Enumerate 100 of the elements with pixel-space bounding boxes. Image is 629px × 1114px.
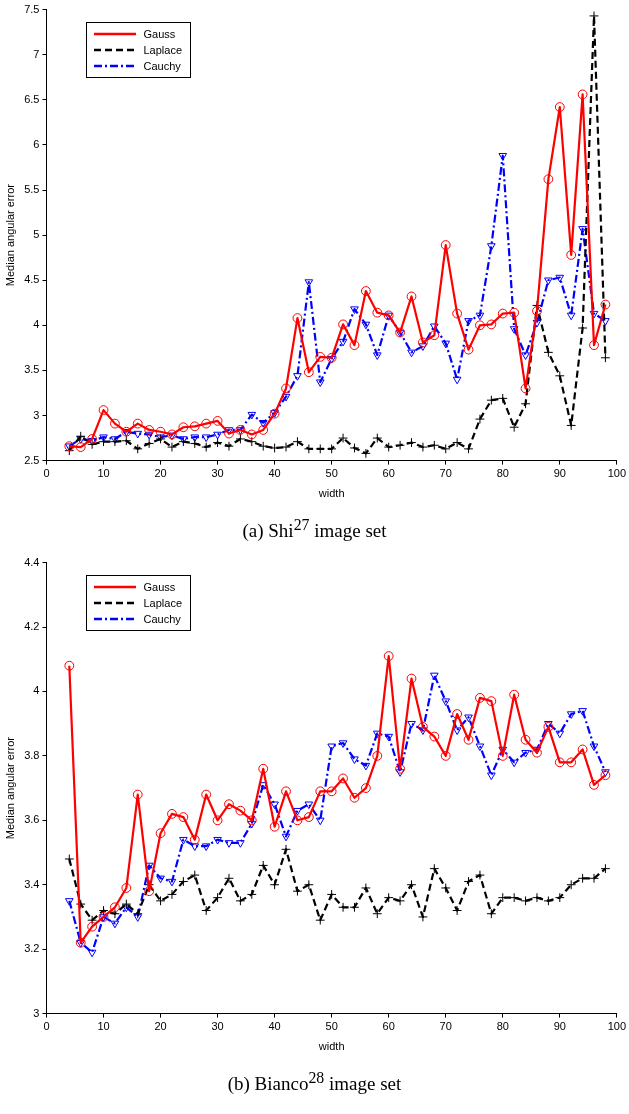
point <box>555 274 565 283</box>
point <box>509 759 519 768</box>
point <box>235 895 246 906</box>
point <box>589 340 599 351</box>
point <box>543 174 554 185</box>
point <box>577 323 588 333</box>
x-axis-title: width <box>317 487 345 500</box>
point <box>418 727 428 736</box>
point <box>98 405 109 415</box>
point <box>212 815 223 826</box>
x-tick-label: 50 <box>325 1020 338 1033</box>
legend-label: Cauchy <box>143 59 181 72</box>
point <box>281 844 291 855</box>
point <box>440 883 451 893</box>
point <box>429 440 440 451</box>
point <box>110 908 120 919</box>
point <box>258 782 268 790</box>
x-tick-label: 90 <box>553 1020 566 1033</box>
point <box>349 902 360 913</box>
x-tick-label: 0 <box>43 1020 50 1033</box>
point <box>167 808 177 819</box>
y-tick-label: 7 <box>33 47 40 60</box>
legend-label: Laplace <box>143 43 183 56</box>
point <box>304 801 314 810</box>
point <box>554 757 565 768</box>
point <box>189 870 200 880</box>
point <box>349 792 360 803</box>
point <box>350 756 359 765</box>
point <box>418 721 428 732</box>
point <box>201 442 212 452</box>
point <box>372 307 383 318</box>
point <box>486 395 497 406</box>
point <box>532 305 542 316</box>
point <box>566 879 577 890</box>
point <box>269 821 280 832</box>
point <box>212 437 223 448</box>
x-tick-label: 10 <box>97 1020 110 1033</box>
point <box>155 828 166 839</box>
point <box>303 367 314 378</box>
point <box>87 915 98 926</box>
point <box>509 892 520 903</box>
point <box>236 840 245 848</box>
y-tick-label: 2.5 <box>24 453 40 466</box>
point <box>338 433 348 443</box>
point <box>360 286 371 296</box>
x-tick-label: 20 <box>154 1020 167 1033</box>
y-tick-label: 6.5 <box>24 92 40 105</box>
point <box>463 344 474 355</box>
point <box>429 330 440 341</box>
point <box>87 439 98 450</box>
point <box>372 750 383 761</box>
point <box>133 430 143 439</box>
point <box>292 436 303 447</box>
point <box>577 89 588 100</box>
point <box>406 673 417 684</box>
text: (a) Shi$^{27}$ image set <box>241 515 388 544</box>
point <box>475 870 485 880</box>
point <box>360 448 371 459</box>
y-tick-label: 4.5 <box>24 273 40 286</box>
point <box>430 323 439 332</box>
point <box>601 769 610 777</box>
point <box>544 277 553 286</box>
y-tick-label: 5.5 <box>24 183 40 196</box>
point <box>132 443 143 454</box>
point <box>167 878 177 887</box>
point <box>600 299 611 310</box>
point <box>144 438 155 449</box>
point <box>258 860 269 871</box>
point <box>258 420 268 428</box>
x-tick-label: 100 <box>607 1020 626 1033</box>
point <box>326 889 337 900</box>
point <box>190 434 200 443</box>
point <box>258 441 269 452</box>
point <box>144 431 154 440</box>
point <box>452 376 462 385</box>
point <box>132 789 143 800</box>
point <box>406 879 417 890</box>
point <box>487 243 496 251</box>
point <box>600 352 611 363</box>
point <box>292 886 303 897</box>
legend-label: Laplace <box>143 596 183 609</box>
y-tick-label: 3 <box>33 1006 40 1019</box>
point <box>304 279 314 287</box>
text: (b) Bianco$^{28}$ image set <box>226 1068 403 1097</box>
point <box>383 892 394 903</box>
point <box>463 443 474 454</box>
x-tick-label: 70 <box>439 467 452 480</box>
point <box>326 786 337 797</box>
point <box>372 433 383 443</box>
point <box>270 801 279 810</box>
x-tick-label: 50 <box>325 467 338 480</box>
point <box>497 892 508 903</box>
point <box>75 442 86 452</box>
point <box>87 921 98 932</box>
point <box>224 840 234 848</box>
point <box>418 912 428 922</box>
point <box>520 734 531 745</box>
point <box>258 763 269 774</box>
point <box>520 895 531 906</box>
point <box>281 383 291 394</box>
